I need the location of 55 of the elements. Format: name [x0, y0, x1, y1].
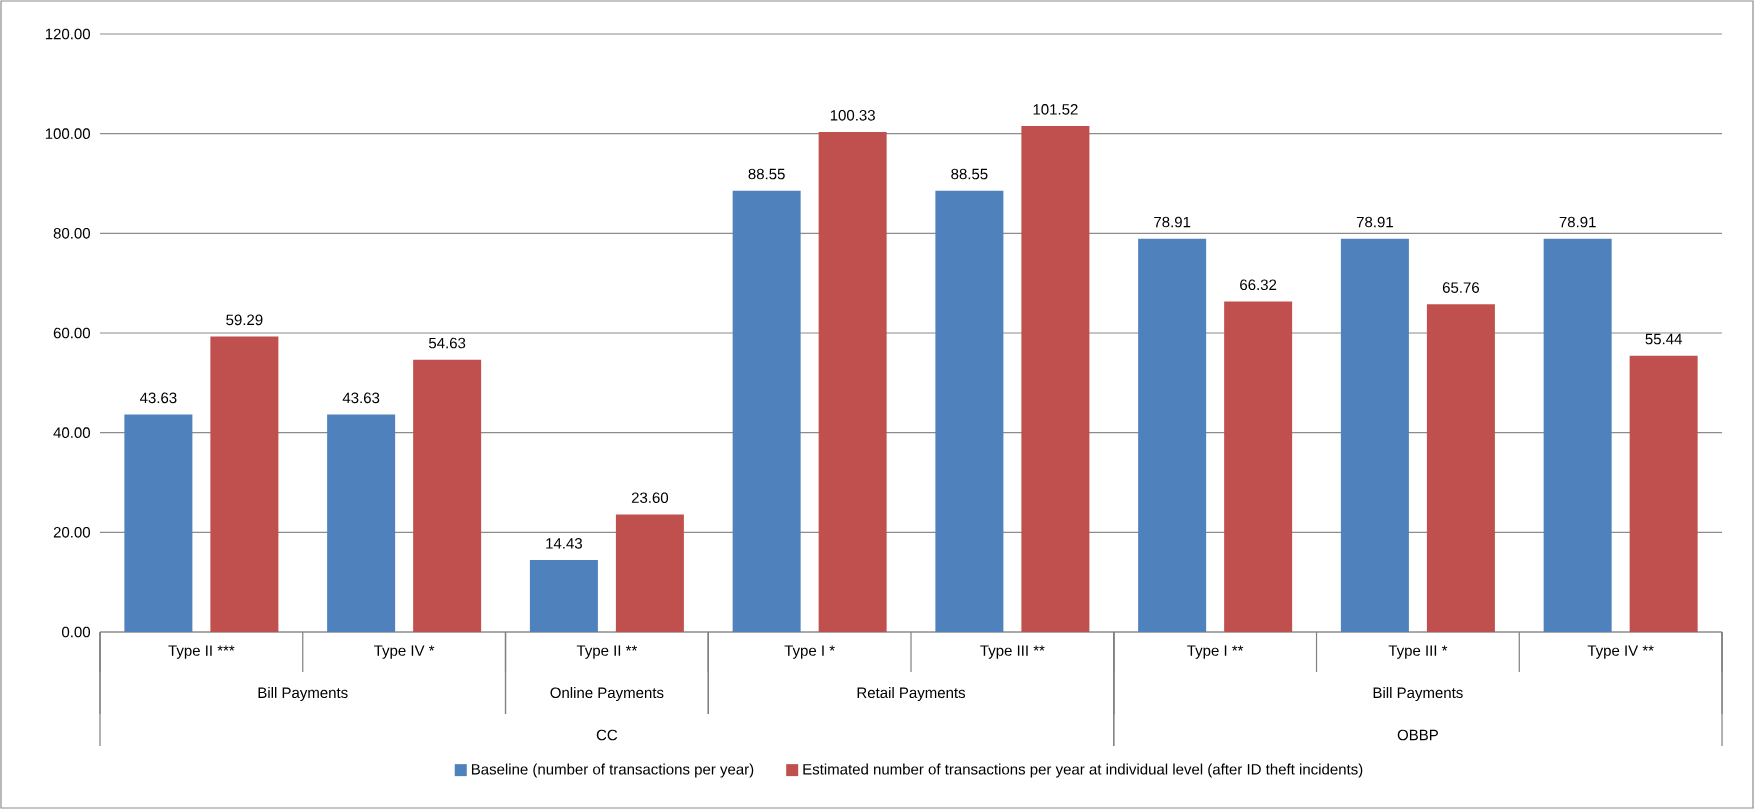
data-label: 101.52	[1033, 104, 1078, 115]
bar	[413, 359, 482, 632]
y-tick-label: 60.00	[53, 327, 91, 339]
x-tick-label: Type III *	[1388, 645, 1448, 659]
y-tick-label: 80.00	[53, 228, 91, 239]
data-label: 54.63	[428, 337, 466, 349]
data-label: 65.76	[1442, 282, 1480, 293]
x-tick-label: Type IV **	[1587, 645, 1654, 659]
data-label: 88.55	[951, 168, 988, 180]
data-label: 43.63	[139, 392, 177, 404]
data-label: 66.32	[1240, 279, 1277, 291]
bar	[935, 190, 1004, 632]
bar	[818, 132, 887, 632]
text: CC	[596, 729, 618, 741]
bar	[732, 190, 801, 632]
data-label: 78.91	[1154, 216, 1191, 228]
y-tick-label: 40.00	[53, 427, 91, 438]
bar	[1224, 301, 1293, 632]
text: Retail Payments	[857, 687, 966, 702]
data-label: 100.33	[830, 110, 875, 121]
x-tick-label: Type III **	[980, 645, 1045, 659]
data-label: 78.91	[1559, 216, 1596, 228]
data-label: 88.55	[748, 168, 785, 180]
legend-label: Estimated number of transactions per year at individual level (after ID theft incidents)	[803, 763, 1363, 778]
bar	[1138, 238, 1207, 632]
y-tick-label: 120.00	[45, 28, 91, 40]
data-label: 23.60	[631, 492, 669, 503]
x-tick-label: Type IV *	[374, 645, 435, 659]
x-tick-label: Type II ***	[168, 645, 235, 659]
bar	[1340, 238, 1409, 632]
y-tick-label: 0.00	[62, 626, 91, 638]
x-tick-label: Type II **	[576, 645, 638, 659]
y-tick-label: 20.00	[53, 527, 91, 538]
y-tick-label: 100.00	[45, 128, 91, 139]
data-label: 78.91	[1356, 216, 1393, 228]
bar	[327, 414, 396, 632]
data-label: 55.44	[1645, 333, 1682, 345]
text: Bill Payments	[258, 687, 348, 702]
text: Bill Payments	[1373, 687, 1463, 702]
bar	[124, 414, 193, 632]
bar	[1021, 126, 1090, 632]
legend-label: Baseline (number of transactions per year)	[471, 763, 754, 778]
bar	[210, 336, 279, 632]
data-label: 14.43	[546, 538, 582, 549]
x-tick-label: Type I **	[1187, 645, 1244, 659]
text: Online Payments	[550, 687, 664, 702]
bar	[529, 560, 598, 632]
bar	[615, 514, 684, 632]
bar	[1543, 238, 1612, 632]
bar	[1629, 355, 1698, 632]
bar	[1426, 304, 1495, 632]
data-label: 59.29	[226, 314, 263, 326]
data-label: 43.63	[342, 392, 380, 404]
text: OBBP	[1397, 729, 1438, 741]
x-tick-label: Type I *	[784, 645, 835, 659]
